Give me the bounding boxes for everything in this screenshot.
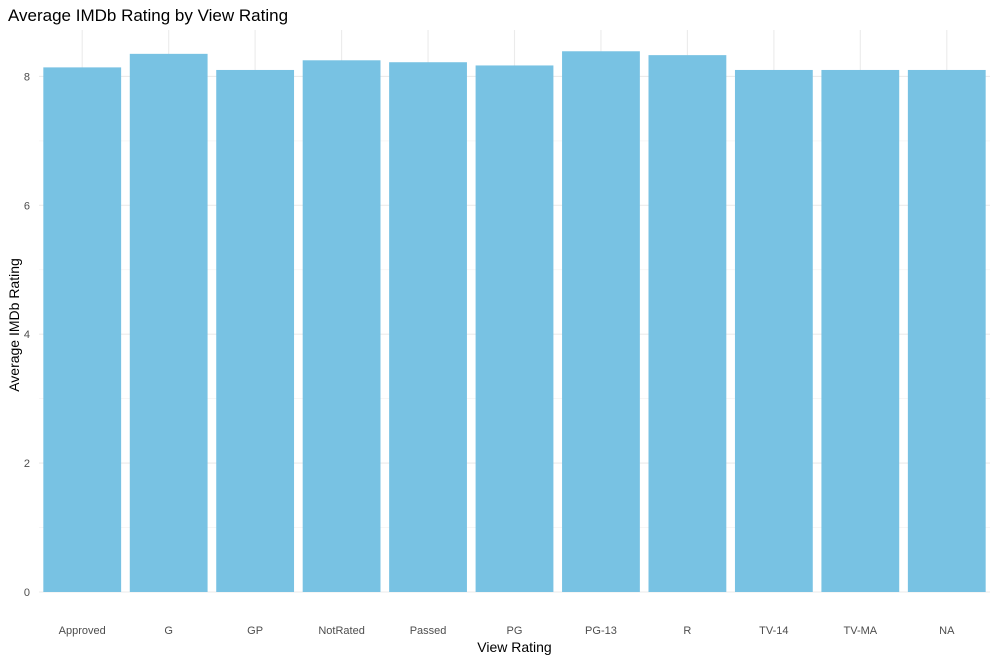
chart-title: Average IMDb Rating by View Rating bbox=[8, 6, 288, 25]
bar-gp bbox=[216, 69, 295, 592]
x-axis-title: View Rating bbox=[477, 639, 551, 655]
x-tick-label: G bbox=[164, 625, 173, 637]
bar-approved bbox=[43, 67, 122, 592]
y-tick-label: 6 bbox=[24, 200, 30, 212]
y-tick-label: 8 bbox=[24, 71, 30, 83]
bar-notrated bbox=[302, 60, 381, 593]
x-axis-ticks: Approved G GP NotRated Passed PG PG-13 R TV-14 TV… bbox=[59, 625, 955, 637]
y-tick-label: 2 bbox=[24, 458, 30, 470]
y-axis-title: Average IMDb Rating bbox=[6, 258, 22, 392]
x-tick-label: NotRated bbox=[318, 625, 364, 637]
bar-pg-13 bbox=[562, 51, 640, 592]
bar-tv-ma bbox=[821, 69, 900, 592]
x-tick-label: PG-13 bbox=[585, 625, 617, 637]
bar-pg bbox=[475, 65, 554, 592]
x-tick-label: GP bbox=[247, 625, 263, 637]
bar-passed bbox=[389, 62, 467, 592]
x-tick-label: TV-14 bbox=[759, 625, 788, 637]
bars bbox=[43, 51, 986, 593]
y-axis-ticks: 0 2 4 6 8 bbox=[24, 71, 30, 599]
x-tick-label: TV-MA bbox=[844, 625, 878, 637]
y-tick-label: 0 bbox=[24, 587, 30, 599]
x-tick-label: Approved bbox=[59, 625, 106, 637]
y-tick-label: 4 bbox=[24, 329, 30, 341]
x-tick-label: NA bbox=[939, 625, 955, 637]
bar-r bbox=[648, 55, 727, 593]
x-tick-label: R bbox=[683, 625, 691, 637]
bar-na bbox=[907, 69, 986, 592]
bar-tv-14 bbox=[734, 69, 813, 592]
x-tick-label: Passed bbox=[410, 625, 447, 637]
x-tick-label: PG bbox=[507, 625, 523, 637]
bar-g bbox=[129, 53, 208, 593]
